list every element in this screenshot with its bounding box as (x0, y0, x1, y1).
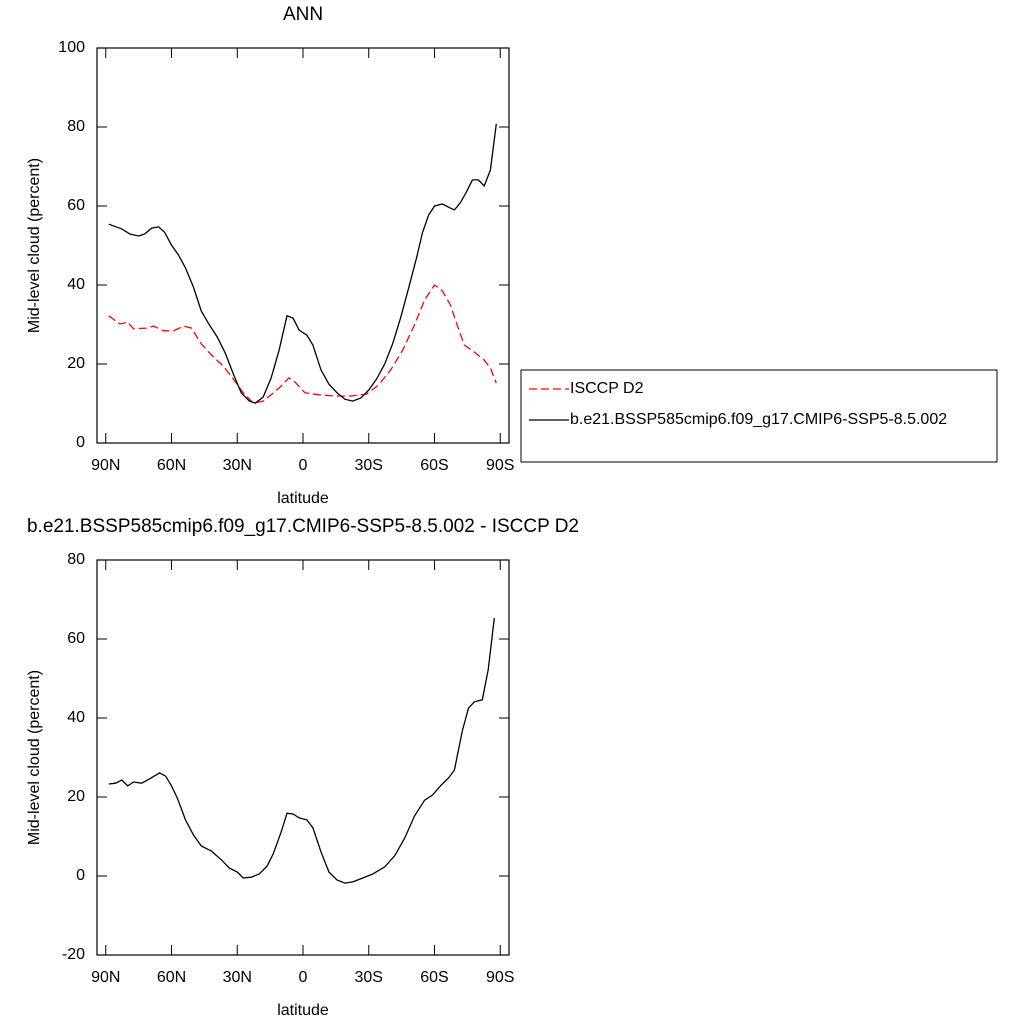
x-tick-label: 30N (223, 969, 252, 986)
x-tick-label: 30N (223, 457, 252, 474)
x-tick-label: 60S (420, 969, 448, 986)
y-axis-label: Mid-level cloud (percent) (26, 158, 43, 333)
legend-box (520, 369, 998, 463)
y-tick-label: 0 (76, 434, 85, 451)
y-tick-label: 60 (67, 197, 85, 214)
x-tick-label: 90S (486, 457, 514, 474)
x-tick-label: 0 (299, 969, 308, 986)
x-axis-label: latitude (277, 1002, 329, 1019)
legend-label: b.e21.BSSP585cmip6.f09_g17.CMIP6-SSP5-8.… (570, 411, 947, 428)
x-tick-label: 0 (299, 457, 308, 474)
x-tick-label: 30S (355, 457, 383, 474)
y-tick-label: 0 (76, 867, 85, 884)
y-tick-label: 20 (67, 788, 85, 805)
x-axis-label: latitude (277, 490, 329, 507)
x-tick-label: 60S (420, 457, 448, 474)
y-tick-label: 40 (67, 276, 85, 293)
y-tick-label: -20 (62, 946, 85, 963)
y-tick-label: 60 (67, 630, 85, 647)
plot-frame (96, 559, 510, 956)
x-tick-label: 90N (91, 457, 120, 474)
chart-title: b.e21.BSSP585cmip6.f09_g17.CMIP6-SSP5-8.… (27, 516, 579, 537)
x-tick-label: 90N (91, 969, 120, 986)
y-tick-label: 40 (67, 709, 85, 726)
x-tick-label: 30S (355, 969, 383, 986)
x-tick-label: 60N (157, 969, 186, 986)
y-tick-label: 20 (67, 355, 85, 372)
series-line (108, 123, 497, 404)
y-tick-label: 100 (58, 39, 85, 56)
x-tick-label: 90S (486, 969, 514, 986)
y-tick-label: 80 (67, 551, 85, 568)
legend-label: ISCCP D2 (570, 380, 644, 397)
y-axis-label: Mid-level cloud (percent) (26, 670, 43, 845)
y-tick-label: 80 (67, 118, 85, 135)
series-line (108, 618, 495, 884)
x-tick-label: 60N (157, 457, 186, 474)
chart-title: ANN (283, 4, 323, 25)
plot-frame (96, 47, 510, 444)
series-line (108, 284, 497, 404)
